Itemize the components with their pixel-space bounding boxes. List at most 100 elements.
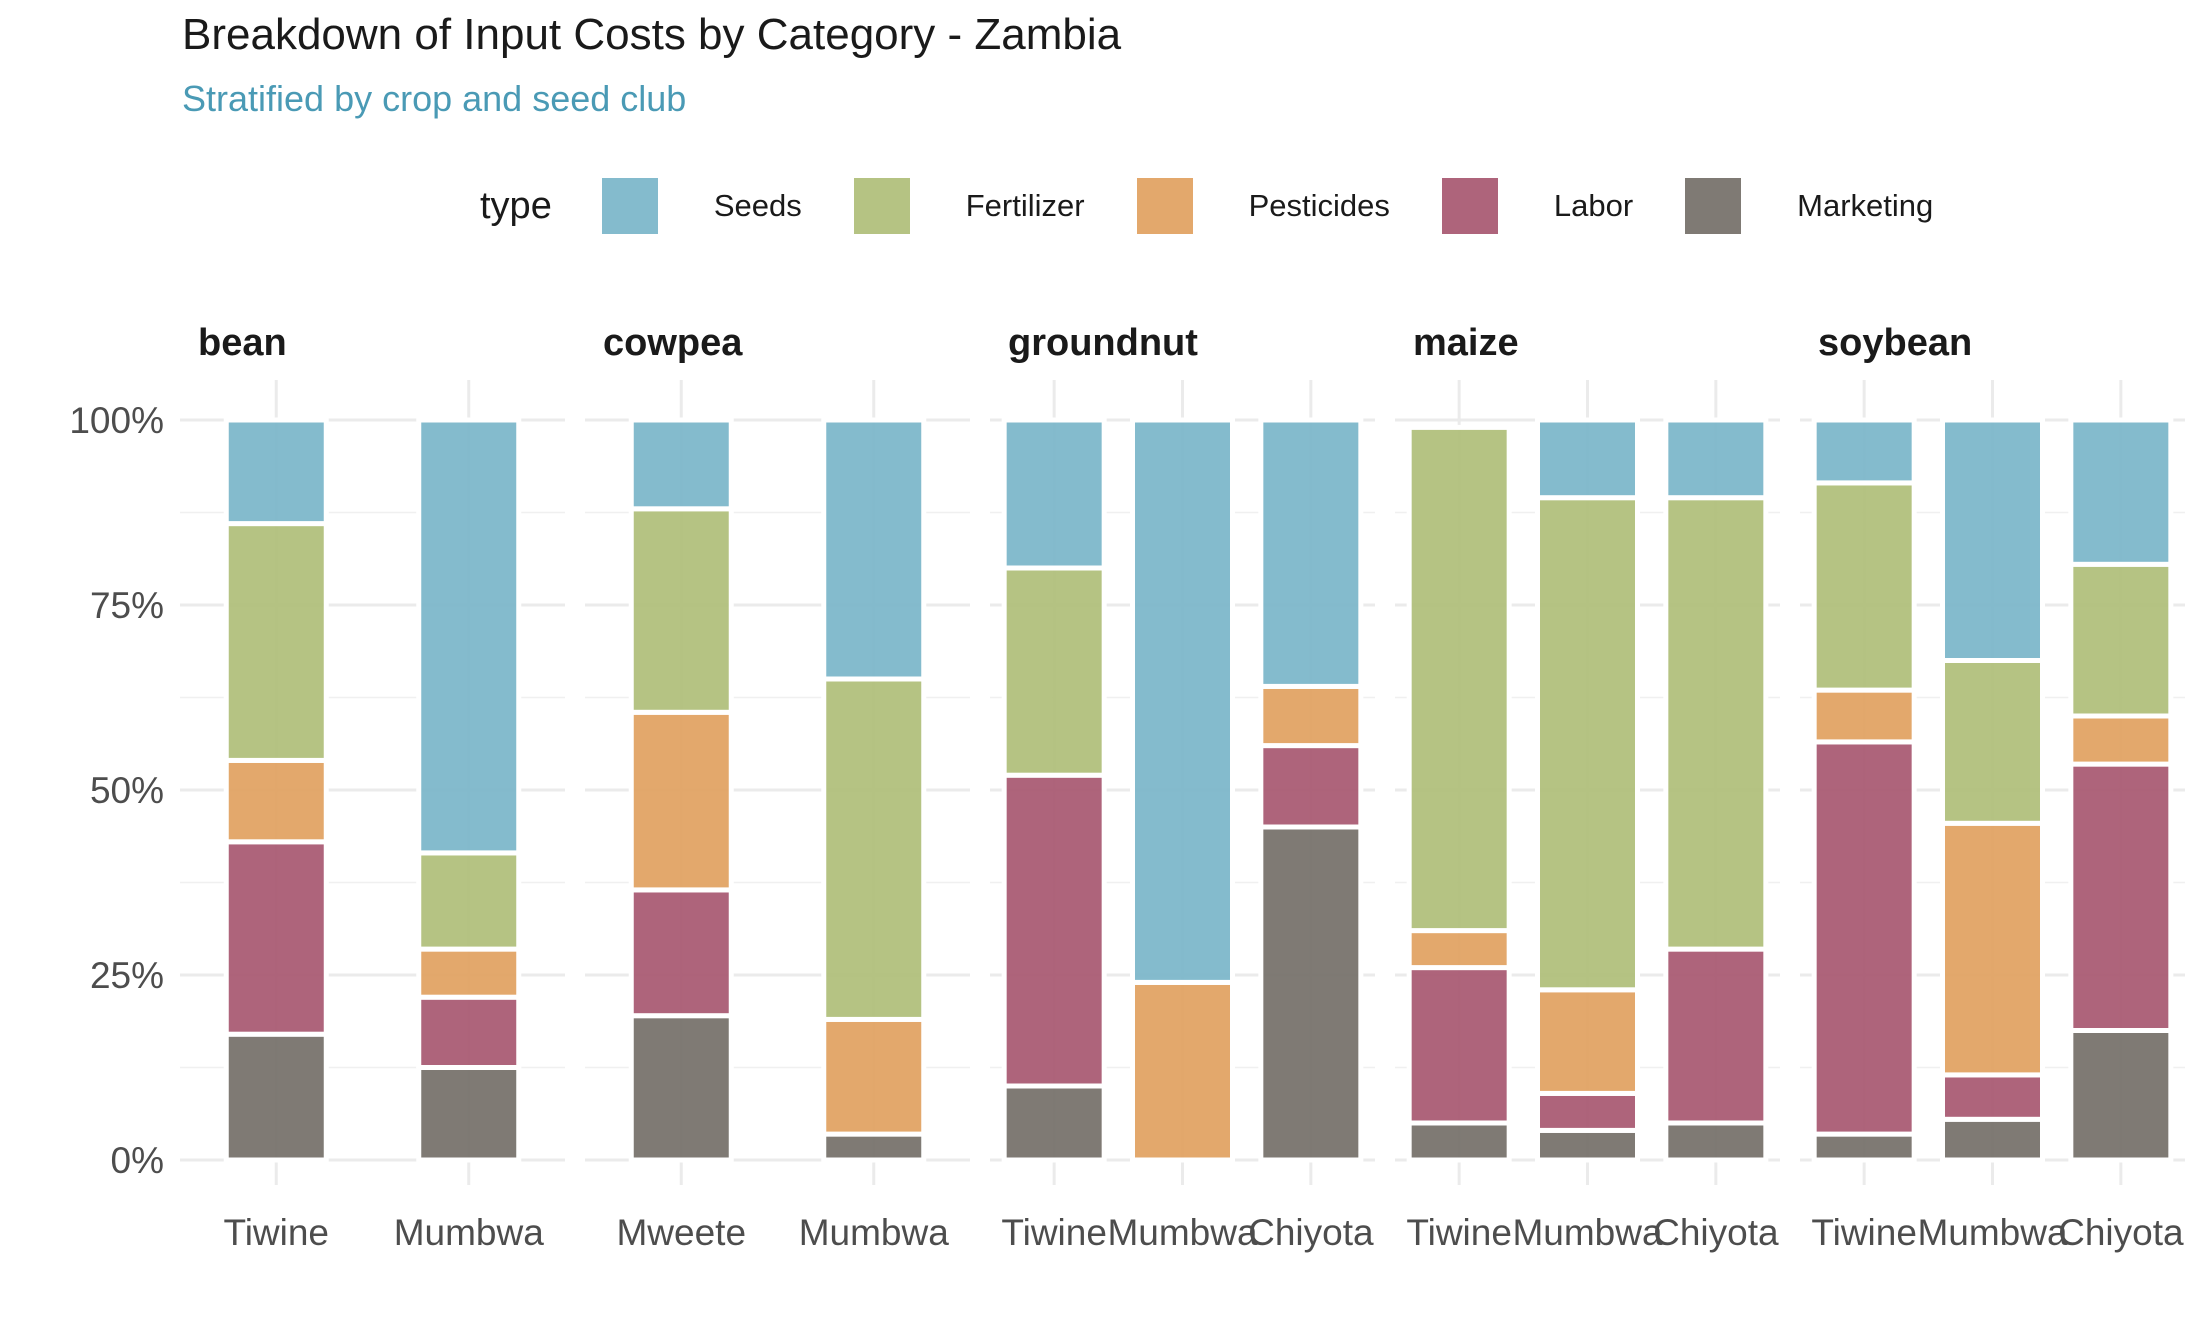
bar-segment-cowpea-mumbwa-seeds — [821, 417, 927, 682]
bar-segment-bean-mumbwa-marketing — [416, 1065, 522, 1163]
bar-segment-cowpea-mumbwa-fertilizer — [821, 676, 927, 1022]
bar-segment-maize-mumbwa-pesticides — [1535, 987, 1640, 1096]
bar-segment-cowpea-mweete-fertilizer — [628, 506, 734, 715]
x-tick-label: Chiyota — [2058, 1212, 2184, 1253]
legend-swatch-seeds — [601, 178, 658, 234]
bar-segment-maize-tiwine-fertilizer — [1406, 424, 1512, 934]
legend-label-seeds: Seeds — [713, 188, 802, 223]
bar-segment-cowpea-mweete-marketing — [628, 1013, 734, 1163]
bar-segment-maize-mumbwa-fertilizer — [1535, 495, 1640, 993]
bar-segment-bean-tiwine-fertilizer — [223, 521, 329, 763]
bar-segment-soybean-mumbwa-fertilizer — [1940, 658, 2045, 826]
bar-segment-cowpea-mumbwa-pesticides — [821, 1016, 927, 1137]
legend-swatch-fertilizer — [853, 178, 910, 234]
bar-segment-groundnut-tiwine-labor — [1001, 772, 1107, 1089]
x-tick-label: Chiyota — [1248, 1212, 1374, 1253]
facet-label-soybean: soybean — [1818, 322, 1972, 364]
x-tick-label: Tiwine — [1001, 1212, 1107, 1253]
bar-segment-soybean-tiwine-fertilizer — [1811, 480, 1917, 693]
bar-segment-maize-tiwine-pesticides — [1406, 928, 1512, 971]
bar-segment-soybean-mumbwa-seeds — [1940, 417, 2045, 663]
bar-segment-cowpea-mweete-pesticides — [628, 709, 734, 893]
bar-segment-soybean-tiwine-pesticides — [1811, 687, 1917, 745]
x-tick-label: Mweete — [616, 1212, 746, 1253]
bar-segment-groundnut-chiyota-labor — [1258, 743, 1364, 830]
legend-swatch-marketing — [1685, 178, 1742, 234]
legend-item-seeds: Seeds — [601, 178, 802, 234]
facet-label-cowpea: cowpea — [603, 322, 743, 364]
legend: type Seeds Fertilizer Pesticides Labor M… — [480, 176, 1985, 236]
bar-segment-soybean-chiyota-fertilizer — [2068, 561, 2174, 719]
x-tick-label: Mumbwa — [1512, 1212, 1663, 1253]
bar-segment-bean-tiwine-marketing — [223, 1031, 329, 1163]
bar-segment-maize-mumbwa-seeds — [1535, 417, 1640, 501]
chart-subtitle: Stratified by crop and seed club — [182, 78, 687, 119]
bar-segment-maize-tiwine-labor — [1406, 965, 1512, 1126]
bar-segment-groundnut-tiwine-marketing — [1001, 1083, 1107, 1163]
bar-segment-maize-mumbwa-labor — [1535, 1090, 1640, 1133]
x-tick-label: Mumbwa — [394, 1212, 545, 1253]
x-tick-label: Mumbwa — [1107, 1212, 1258, 1253]
bar-segment-soybean-mumbwa-labor — [1940, 1072, 2045, 1122]
bar-segment-maize-chiyota-marketing — [1663, 1120, 1769, 1163]
x-tick-label: Mumbwa — [799, 1212, 950, 1253]
bar-segment-bean-mumbwa-pesticides — [416, 946, 522, 1000]
bar-segment-soybean-tiwine-marketing — [1811, 1131, 1917, 1163]
chart-title: Breakdown of Input Costs by Category - Z… — [182, 10, 1122, 59]
legend-item-pesticides: Pesticides — [1136, 178, 1390, 234]
bar-segment-groundnut-mumbwa-seeds — [1130, 417, 1235, 985]
x-tick-label: Chiyota — [1653, 1212, 1779, 1253]
bar-segment-groundnut-tiwine-fertilizer — [1001, 565, 1107, 778]
bar-segment-bean-tiwine-seeds — [223, 417, 329, 527]
facet-label-maize: maize — [1413, 322, 1519, 364]
bar-segment-bean-tiwine-pesticides — [223, 757, 329, 845]
bar-segment-soybean-chiyota-labor — [2068, 761, 2174, 1033]
bar-segment-bean-mumbwa-labor — [416, 994, 522, 1071]
bar-segment-cowpea-mumbwa-marketing — [821, 1131, 927, 1163]
legend-swatch-pesticides — [1136, 178, 1193, 234]
y-tick-label: 75% — [90, 585, 164, 626]
bar-segment-soybean-chiyota-marketing — [2068, 1028, 2174, 1163]
bar-segment-bean-tiwine-labor — [223, 839, 329, 1037]
legend-swatch-labor — [1441, 178, 1498, 234]
x-tick-label: Tiwine — [223, 1212, 329, 1253]
bar-segment-bean-mumbwa-seeds — [416, 417, 522, 856]
x-tick-label: Tiwine — [1811, 1212, 1917, 1253]
bar-segment-groundnut-tiwine-seeds — [1001, 417, 1107, 571]
legend-title: type — [480, 184, 552, 227]
x-tick-label: Mumbwa — [1917, 1212, 2068, 1253]
legend-item-labor: Labor — [1441, 178, 1634, 234]
bar-segment-groundnut-mumbwa-pesticides — [1130, 979, 1235, 1163]
bar-segment-soybean-tiwine-labor — [1811, 739, 1917, 1137]
bar-segment-soybean-mumbwa-pesticides — [1940, 820, 2045, 1078]
bar-segment-cowpea-mweete-labor — [628, 887, 734, 1019]
y-tick-label: 25% — [90, 955, 164, 996]
bar-segment-maize-tiwine-marketing — [1406, 1120, 1512, 1163]
bar-segment-groundnut-chiyota-seeds — [1258, 417, 1364, 689]
facet-label-groundnut: groundnut — [1008, 322, 1198, 364]
y-tick-label: 50% — [90, 770, 164, 811]
bar-segment-soybean-tiwine-seeds — [1811, 417, 1917, 486]
facet-label-bean: bean — [198, 322, 287, 364]
bar-segment-maize-chiyota-seeds — [1663, 417, 1769, 501]
y-tick-label: 100% — [69, 400, 164, 441]
bar-segment-maize-chiyota-fertilizer — [1663, 495, 1769, 952]
legend-item-marketing: Marketing — [1685, 178, 1933, 234]
x-tick-label: Tiwine — [1406, 1212, 1512, 1253]
bar-segment-soybean-chiyota-pesticides — [2068, 713, 2174, 767]
bar-segment-groundnut-chiyota-pesticides — [1258, 683, 1364, 749]
bar-segment-cowpea-mweete-seeds — [628, 417, 734, 512]
legend-label-marketing: Marketing — [1797, 188, 1934, 223]
y-tick-label: 0% — [111, 1140, 164, 1181]
bar-segment-maize-mumbwa-marketing — [1535, 1127, 1640, 1163]
bar-segment-groundnut-chiyota-marketing — [1258, 824, 1364, 1163]
legend-label-labor: Labor — [1553, 188, 1634, 223]
bar-segment-soybean-mumbwa-marketing — [1940, 1116, 2045, 1163]
legend-label-fertilizer: Fertilizer — [965, 188, 1085, 223]
legend-label-pesticides: Pesticides — [1248, 188, 1390, 223]
bar-segment-bean-mumbwa-fertilizer — [416, 850, 522, 952]
bar-segment-soybean-chiyota-seeds — [2068, 417, 2174, 567]
legend-item-fertilizer: Fertilizer — [853, 178, 1085, 234]
bar-segment-maize-chiyota-labor — [1663, 946, 1769, 1126]
